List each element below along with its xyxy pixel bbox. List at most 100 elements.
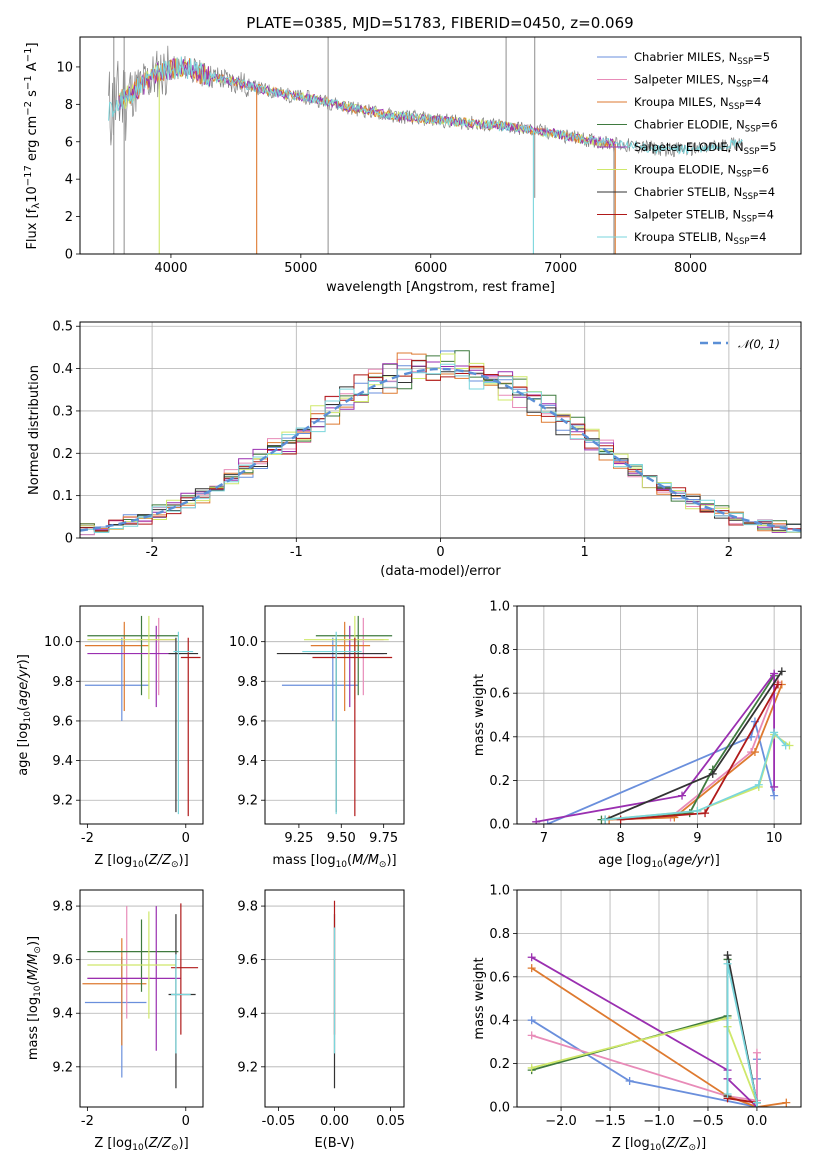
weight-marker-chabrier_miles xyxy=(543,820,552,824)
y-tick-label: 9.2 xyxy=(52,794,73,809)
x-tick-label: 7000 xyxy=(544,261,577,276)
x-tick-label: 5000 xyxy=(284,261,317,276)
spectrum-model-line-kroupa_stelib xyxy=(108,56,743,155)
y-tick-label: 2 xyxy=(65,210,73,225)
legend-label: Salpeter ELODIE, NSSP=5 xyxy=(634,140,777,157)
weight-marker-kroupa_elodie xyxy=(527,1063,536,1072)
plot-area-weight_vs_age xyxy=(532,667,794,824)
y-tick-label: 9.6 xyxy=(237,953,258,968)
weight-marker-salpeter_miles xyxy=(527,1031,536,1040)
x-tick-label: 0.0 xyxy=(747,1114,768,1129)
weight-marker-salpeter_elodie xyxy=(527,953,536,962)
y-tick-label: 9.8 xyxy=(52,675,73,690)
y-tick-label: 0.6 xyxy=(489,687,510,702)
plot-area-age_vs_mass xyxy=(276,615,393,817)
weight-marker-kroupa_stelib xyxy=(693,806,702,815)
weight-marker-salpeter_miles xyxy=(752,1048,761,1057)
x-tick-label: -2 xyxy=(146,545,159,560)
x-tick-label: 9 xyxy=(693,831,701,846)
y-tick-label: 1.0 xyxy=(489,600,510,615)
x-tick-label: -2 xyxy=(81,831,94,846)
x-tick-label: 0.05 xyxy=(376,1114,405,1129)
weight-marker-chabrier_elodie xyxy=(685,809,694,818)
y-tick-label: 0.5 xyxy=(52,320,73,335)
axes-mass_vs_ebv: -0.05 0.00 0.05 9.2 9.4 9.6 9.8 xyxy=(237,889,405,1129)
y-tick-label: 0 xyxy=(65,248,73,263)
axes-spectrum: 4000 5000 6000 7000 8000 0 2 4 6 8 10 xyxy=(56,36,802,276)
y-tick-label: 0.6 xyxy=(489,970,510,985)
y-tick-label: 9.4 xyxy=(52,754,73,769)
y-tick-label: 8 xyxy=(65,98,73,113)
weight-line-kroupa_miles xyxy=(531,967,787,1107)
y-axis-label: Flux [fλ10−17 erg cm−2 s−1 A−1] xyxy=(23,42,42,249)
spectrum-model-line-kroupa_miles xyxy=(118,57,615,149)
y-axis-label: Normed distribution xyxy=(27,365,42,495)
y-tick-label: 0.2 xyxy=(489,1057,510,1072)
axes-mass_vs_Z: -2 0 9.2 9.4 9.6 9.8 xyxy=(52,889,204,1129)
axes-frame xyxy=(516,605,802,825)
legend-label: Chabrier STELIB, NSSP=4 xyxy=(634,185,775,202)
weight-line-kroupa_stelib xyxy=(726,963,758,1107)
x-axis-label: Z [log10(Z/Z⊙)] xyxy=(94,853,188,870)
y-tick-label: 0.8 xyxy=(489,643,510,658)
y-tick-label: 9.2 xyxy=(237,1060,258,1075)
y-axis-label: age [log10(age/yr)] xyxy=(16,654,33,776)
x-tick-label: 9.50 xyxy=(327,831,356,846)
weight-marker-salpeter_elodie xyxy=(678,791,687,800)
x-axis-label: E(B-V) xyxy=(314,1136,354,1151)
axes-weight_vs_age: 7 8 9 10 0.0 0.2 0.4 0.6 0.8 1.0 xyxy=(489,600,802,846)
x-tick-label: −1.5 xyxy=(594,1114,626,1129)
x-axis-label: mass [log10(M/M⊙)] xyxy=(272,853,396,870)
y-axis-label: mass [log10(M/M⊙)] xyxy=(26,936,43,1060)
x-tick-label: −1.0 xyxy=(643,1114,675,1129)
y-tick-label: 9.2 xyxy=(52,1060,73,1075)
y-tick-label: 9.6 xyxy=(52,714,73,729)
axes-frame xyxy=(79,36,802,255)
weight-marker-kroupa_stelib xyxy=(723,959,732,968)
y-axis-label: mass weight xyxy=(472,957,487,1039)
x-axis-label: Z [log10(Z/Z⊙)] xyxy=(612,1136,706,1153)
x-tick-label: 8 xyxy=(616,831,624,846)
plot-area-weight_vs_Z xyxy=(527,951,791,1107)
weight-line-chabrier_elodie xyxy=(601,675,775,821)
spectrum-legend: Chabrier MILES, NSSP=5 Salpeter MILES, NS… xyxy=(597,50,778,247)
x-tick-label: 2 xyxy=(725,545,733,560)
y-tick-label: 9.4 xyxy=(237,754,258,769)
x-tick-label: −0.5 xyxy=(692,1114,724,1129)
y-tick-label: 0.2 xyxy=(489,774,510,789)
weight-marker-salpeter_elodie xyxy=(532,817,541,824)
y-tick-label: 10.0 xyxy=(229,635,258,650)
weight-line-kroupa_stelib xyxy=(605,730,787,821)
x-tick-label: 0 xyxy=(182,1114,190,1129)
x-axis-label: Z [log10(Z/Z⊙)] xyxy=(94,1136,188,1153)
legend-label: Chabrier MILES, NSSP=5 xyxy=(634,50,770,67)
weight-marker-kroupa_miles xyxy=(782,1098,791,1107)
legend-label: Salpeter STELIB, NSSP=4 xyxy=(634,208,774,225)
axes-frame xyxy=(264,605,405,825)
x-tick-label: 9.25 xyxy=(284,831,313,846)
weight-marker-salpeter_elodie xyxy=(770,669,779,678)
weight-marker-salpeter_stelib xyxy=(616,815,625,824)
legend-label: Kroupa ELODIE, NSSP=6 xyxy=(634,163,769,180)
y-tick-label: 9.8 xyxy=(52,900,73,915)
axes-weight_vs_Z: −2.0 −1.5 −1.0 −0.5 0.0 0.0 0.2 0.4 0.6 0.8 1.0 xyxy=(489,884,802,1129)
plot-area-mass_vs_Z xyxy=(82,903,199,1089)
weight-line-salpeter_miles xyxy=(531,1034,758,1102)
weight-marker-chabrier_stelib xyxy=(777,667,786,676)
x-axis-label: wavelength [Angstrom, rest frame] xyxy=(326,280,555,295)
weight-marker-kroupa_stelib xyxy=(754,780,763,789)
plot-area-age_vs_Z xyxy=(84,615,201,817)
axes-age_vs_mass: 9.25 9.50 9.75 9.2 9.4 9.6 9.8 10.0 xyxy=(229,605,405,846)
y-tick-label: 10.0 xyxy=(44,635,73,650)
y-tick-label: 10 xyxy=(56,60,73,75)
weight-marker-kroupa_stelib xyxy=(601,815,610,824)
legend-label: Kroupa MILES, NSSP=4 xyxy=(634,95,761,112)
x-tick-label: 0 xyxy=(436,545,444,560)
x-tick-label: 0.00 xyxy=(320,1114,349,1129)
figure-title: PLATE=0385, MJD=51783, FIBERID=0450, z=0… xyxy=(246,14,633,32)
weight-marker-kroupa_miles xyxy=(750,748,759,757)
axes-frame xyxy=(79,889,204,1108)
y-tick-label: 0.2 xyxy=(52,447,73,462)
x-tick-label: 7 xyxy=(540,831,548,846)
